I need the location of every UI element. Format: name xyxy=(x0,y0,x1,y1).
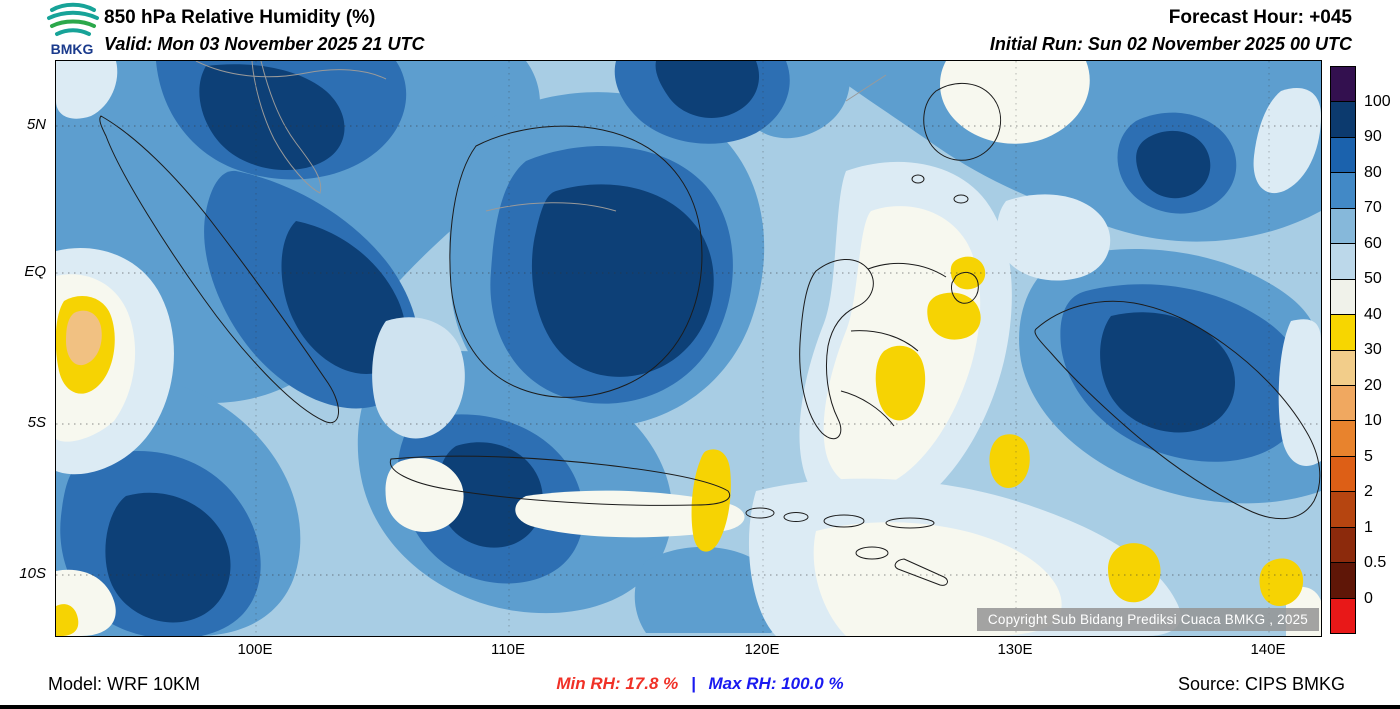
x-axis-label-100e: 100E xyxy=(237,641,273,658)
rh-fill-yellow-layer xyxy=(56,256,1304,636)
colorbar-label: 2 xyxy=(1364,483,1373,500)
colorbar-segment xyxy=(1331,421,1355,457)
colorbar-label: 10 xyxy=(1364,412,1382,429)
page-title: 850 hPa Relative Humidity (%) xyxy=(104,7,376,28)
colorbar-label: 40 xyxy=(1364,306,1382,323)
min-max-rh-line: Min RH: 17.8 % | Max RH: 100.0 % xyxy=(552,674,847,694)
y-axis-label-5s: 5S xyxy=(27,414,46,431)
y-axis-label-eq: EQ xyxy=(24,263,46,280)
colorbar-label: 50 xyxy=(1364,270,1382,287)
x-axis-label-120e: 120E xyxy=(744,641,780,658)
colorbar-label: 80 xyxy=(1364,164,1382,181)
colorbar-segment xyxy=(1331,244,1355,280)
min-max-separator: | xyxy=(690,674,696,693)
colorbar-segment xyxy=(1331,527,1355,564)
colorbar-segment xyxy=(1331,385,1355,422)
colorbar-segment xyxy=(1331,67,1355,103)
initial-run-label: Initial Run: Sun 02 November 2025 00 UTC xyxy=(989,34,1352,54)
colorbar-label: 100 xyxy=(1364,93,1391,110)
x-axis-label-140e: 140E xyxy=(1250,641,1286,658)
valid-time-label: Valid: Mon 03 November 2025 21 UTC xyxy=(104,34,425,54)
border-layer xyxy=(195,61,887,212)
colorbar-label: 70 xyxy=(1364,199,1382,216)
source-label: Source: CIPS BMKG xyxy=(1177,674,1345,694)
colorbar-segment xyxy=(1331,456,1355,493)
forecast-hour-label: Forecast Hour: +045 xyxy=(1168,7,1352,28)
colorbar-segment xyxy=(1331,350,1355,386)
colorbar-segment xyxy=(1331,563,1355,599)
bmkg-logo-text: BMKG xyxy=(51,41,94,57)
colorbar-label: 60 xyxy=(1364,235,1382,252)
bmkg-logo-icon: BMKG xyxy=(47,2,99,57)
colorbar-label: 0 xyxy=(1364,590,1373,607)
rh-fill-navy-layer xyxy=(105,61,1236,623)
colorbar-label: 20 xyxy=(1364,377,1382,394)
model-label: Model: WRF 10KM xyxy=(48,674,201,694)
colorbar-segment xyxy=(1331,137,1355,174)
colorbar-segment xyxy=(1331,279,1355,316)
colorbar-label: 30 xyxy=(1364,341,1382,358)
x-axis-label-110e: 110E xyxy=(491,641,525,658)
humidity-map: Copyright Sub Bidang Prediksi Cuaca BMKG… xyxy=(55,60,1322,637)
colorbar-segment xyxy=(1331,102,1355,138)
colorbar-segment xyxy=(1331,492,1355,528)
colorbar-label: 0.5 xyxy=(1364,554,1387,571)
coastline-layer xyxy=(99,82,1321,586)
colorbar-segment xyxy=(1331,173,1355,209)
colorbar-segment xyxy=(1331,208,1355,245)
x-axis-label-130e: 130E xyxy=(997,641,1033,658)
window-bottom-edge xyxy=(0,705,1400,709)
y-axis-label-10s: 10S xyxy=(19,565,46,582)
y-axis-label-5n: 5N xyxy=(26,116,46,133)
humidity-map-svg xyxy=(56,61,1321,636)
colorbar-segment xyxy=(1331,315,1355,351)
min-rh-label: Min RH: 17.8 % xyxy=(556,674,679,693)
colorbar-label: 5 xyxy=(1364,448,1373,465)
colorbar-label: 90 xyxy=(1364,128,1382,145)
max-rh-label: Max RH: 100.0 % xyxy=(708,674,844,693)
gridline-layer xyxy=(56,61,1321,636)
colorbar xyxy=(1330,66,1356,634)
copyright-label: Copyright Sub Bidang Prediksi Cuaca BMKG… xyxy=(976,608,1319,631)
colorbar-label: 1 xyxy=(1364,519,1373,536)
colorbar-segment xyxy=(1331,598,1355,633)
